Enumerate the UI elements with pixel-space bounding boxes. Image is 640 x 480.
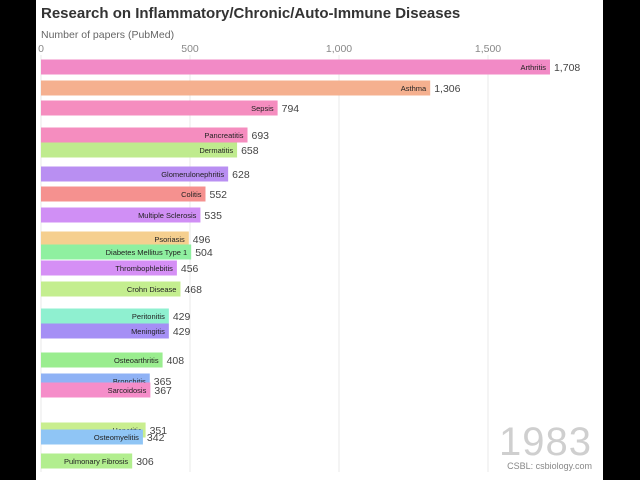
bar [41,142,238,158]
bar-value-label: 693 [252,130,270,142]
bar-value-label: 429 [173,326,191,338]
bar [41,260,177,276]
bar-category-label: Peritonitis [132,312,165,321]
bar [41,100,278,116]
bar-chart: 0 500 1,000 1,500 Arthritis 1,708 Asthma 1,306 S… [38,43,580,472]
bar-category-label: Meningitis [131,327,165,336]
bar-category-label: Sarcoidosis [108,386,147,395]
bar [41,127,248,143]
bar-category-label: Psoriasis [154,235,185,244]
bar-value-label: 365 [154,376,172,388]
bar [41,323,169,339]
bar-category-label: Pulmonary Fibrosis [64,457,128,466]
year-label: 1983 [499,420,592,464]
bar [41,244,192,260]
bar-category-label: Thrombophlebitis [115,264,173,273]
bar-value-label: 658 [241,145,259,157]
credit-label: CSBL: csbiology.com [507,461,592,471]
bar-value-label: 306 [136,456,154,468]
chart-title: Research on Inflammatory/Chronic/Auto-Im… [41,5,461,22]
bar-category-label: Arthritis [521,63,547,72]
bar [41,231,189,247]
bar [41,453,133,469]
bar [41,166,229,182]
bar-category-label: Asthma [401,84,427,93]
bar [41,186,206,202]
bar [41,429,143,445]
bar-category-label: Dermatitis [199,146,233,155]
bar-value-label: 351 [150,425,168,437]
bar-value-label: 456 [181,263,199,275]
bar-category-label: Pancreatitis [204,131,243,140]
bar-category-label: Crohn Disease [127,285,177,294]
bar-value-label: 794 [282,103,300,115]
bar-category-label: Sepsis [251,104,274,113]
bar-value-label: 342 [147,432,165,444]
bar-value-label: 468 [184,284,202,296]
bar-value-label: 367 [154,385,172,397]
x-tick-label: 1,000 [326,43,352,55]
x-axis-label: Number of papers (PubMed) [41,29,175,41]
bar-category-label: Diabetes Mellitus Type 1 [106,248,188,257]
bar-value-label: 535 [204,210,222,222]
bar-category-label: Multiple Sclerosis [138,211,197,220]
bar-category-label: Osteoarthritis [114,356,159,365]
bar-category-label: Colitis [181,190,202,199]
bar-value-label: 628 [232,169,250,181]
bar [41,281,181,297]
bar-value-label: 496 [193,234,211,246]
bar [41,382,151,398]
bar [41,80,431,96]
bar-value-label: 552 [209,189,227,201]
bar-value-label: 1,708 [554,62,580,74]
x-tick-label: 0 [38,43,44,55]
bar-value-label: 408 [167,355,185,367]
bar-value-label: 504 [195,247,213,259]
bar [41,59,550,75]
chart-frame: Research on Inflammatory/Chronic/Auto-Im… [36,0,603,480]
bar-value-label: 429 [173,311,191,323]
bar [41,352,163,368]
bar-category-label: Bronchitis [113,377,146,386]
bar-value-label: 1,306 [434,83,460,95]
bar [41,308,169,324]
x-tick-label: 500 [181,43,199,55]
bar [41,207,201,223]
bar-category-label: Osteomyelitis [94,433,139,442]
bar-category-label: Glomerulonephritis [161,170,224,179]
x-tick-label: 1,500 [475,43,501,55]
